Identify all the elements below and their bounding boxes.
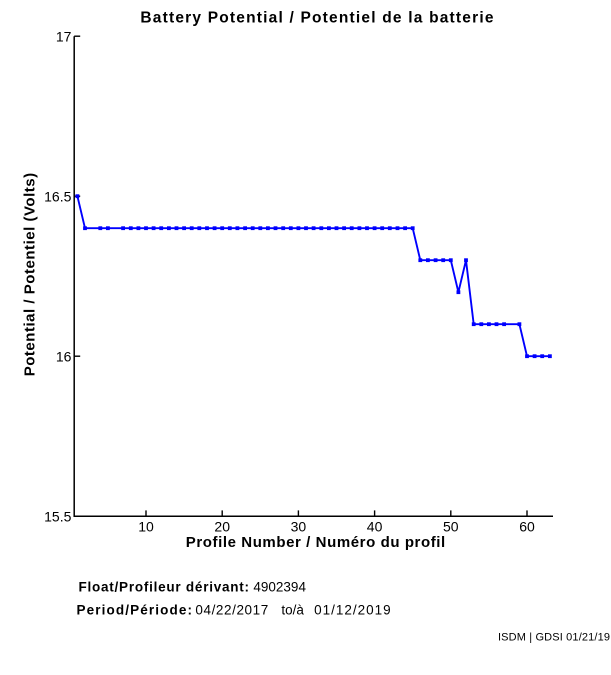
svg-text:15.5: 15.5 <box>44 508 71 524</box>
svg-text:16.5: 16.5 <box>44 188 71 204</box>
svg-text:50: 50 <box>443 519 459 535</box>
svg-text:30: 30 <box>291 519 307 535</box>
svg-text:Profile Number / Numéro du pro: Profile Number / Numéro du profil <box>186 534 446 551</box>
svg-text:to/à: to/à <box>281 602 304 617</box>
svg-text:40: 40 <box>367 519 383 535</box>
svg-text:04/22/2017: 04/22/2017 <box>195 602 268 617</box>
svg-text:17: 17 <box>56 28 72 44</box>
svg-text:10: 10 <box>138 519 154 535</box>
svg-text:4902394: 4902394 <box>253 580 306 595</box>
svg-text:01/12/2019: 01/12/2019 <box>314 602 392 617</box>
svg-text:60: 60 <box>519 519 535 535</box>
svg-text:Period/Période:: Period/Période: <box>77 602 194 617</box>
svg-text:ISDM | GDSI 01/21/19: ISDM | GDSI 01/21/19 <box>498 631 610 643</box>
svg-text:Potential / Potentiel (Volts): Potential / Potentiel (Volts) <box>22 172 39 376</box>
svg-text:16: 16 <box>56 348 72 364</box>
svg-text:Float/Profileur dérivant:: Float/Profileur dérivant: <box>79 580 250 595</box>
svg-text:20: 20 <box>214 519 230 535</box>
svg-text:Battery Potential / Potentiel: Battery Potential / Potentiel de la batt… <box>140 9 494 26</box>
